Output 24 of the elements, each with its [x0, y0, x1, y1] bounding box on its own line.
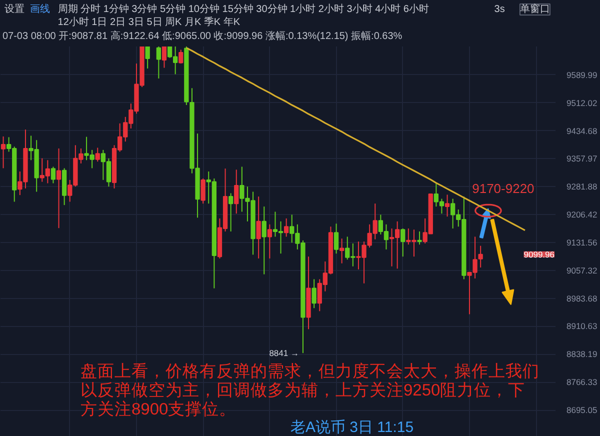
text: 周期 分时 1分钟 3分钟 5分钟 10分钟 15分钟 30分钟 1小时 2小时 3小时 4小时 6小时 12小时 1日 2日 3日 5日 周K 月K 季K 年K: [58, 3, 429, 28]
annotation: 盘面上看，价格有反弹的需求，但力度不会太大，操作上我们以反弹做空为主，回调做多为辅，上方关注9250阻力位，下方关注8900支撑位。: [80, 362, 540, 418]
annotation: 9170-9220: [472, 181, 534, 196]
y-tick-label: 8910.63: [566, 321, 598, 332]
y-tick-label: 9512.02: [566, 98, 598, 108]
y-tick-label: 9589.99: [566, 70, 598, 80]
y-tick-label: 8695.05: [566, 405, 598, 416]
y-tick-label: 9434.68: [566, 126, 598, 136]
y-tick-label: 8766.33: [566, 377, 598, 388]
annotation: 老A说币 3日 11:15: [290, 419, 414, 436]
y-tick-label: 9357.97: [566, 154, 598, 164]
y-tick-label: 9206.42: [566, 210, 598, 220]
y-tick-label: 9057.32: [566, 265, 598, 276]
annotation: 9099.96: [524, 249, 555, 260]
annotation: 8841 →: [269, 348, 299, 358]
text: 设置: [4, 3, 24, 15]
text: 单窗口: [520, 3, 550, 15]
text: 3s: [494, 4, 505, 15]
y-tick-label: 8983.68: [566, 293, 598, 304]
text: 画线: [30, 3, 50, 15]
chart-subtitle: 07-03 08:00 开:9087.81 高:9122.64 低:9065.00 收:9099.96 涨幅:0.13%(12.15) 振幅:0.63%: [2, 30, 402, 42]
y-tick-label: 9281.88: [566, 182, 598, 192]
y-tick-label: 9131.56: [566, 237, 598, 248]
y-tick-label: 8838.19: [566, 349, 598, 360]
